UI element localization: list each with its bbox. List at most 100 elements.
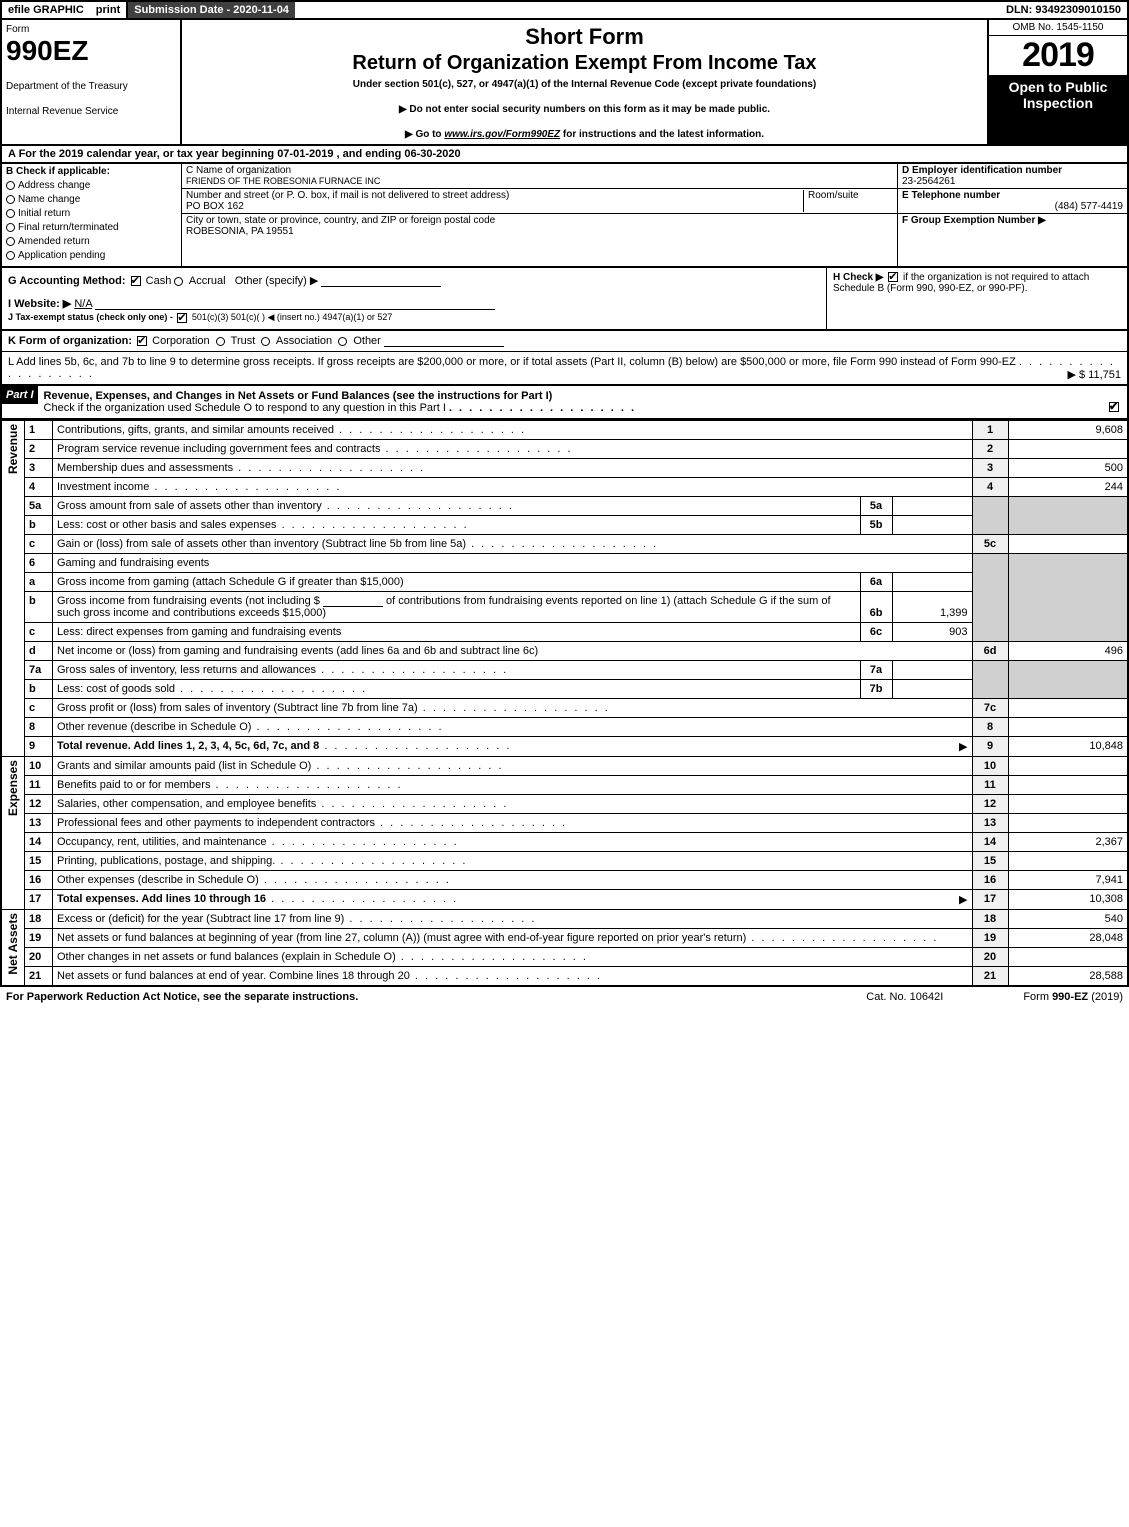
line-7a: 7a Gross sales of inventory, less return… bbox=[1, 661, 1128, 680]
open-public: Open to Public Inspection bbox=[989, 75, 1127, 144]
line-19: 19Net assets or fund balances at beginni… bbox=[1, 929, 1128, 948]
c-street-row: Number and street (or P. O. box, if mail… bbox=[182, 189, 897, 214]
line-8: 8 Other revenue (describe in Schedule O)… bbox=[1, 718, 1128, 737]
line-10: Expenses 10 Grants and similar amounts p… bbox=[1, 757, 1128, 776]
irs-link[interactable]: www.irs.gov/Form990EZ bbox=[444, 129, 560, 140]
org-street: PO BOX 162 bbox=[186, 201, 244, 212]
c-city-row: City or town, state or province, country… bbox=[182, 214, 897, 238]
c-name-row: C Name of organization FRIENDS OF THE RO… bbox=[182, 164, 897, 189]
k-blank bbox=[384, 335, 504, 347]
header-right: OMB No. 1545-1150 2019 Open to Public In… bbox=[987, 20, 1127, 144]
netassets-vlabel: Net Assets bbox=[1, 910, 25, 987]
d-label: D Employer identification number bbox=[902, 165, 1062, 176]
j-opts: 501(c)(3) 501(c)( ) ◀ (insert no.) 4947(… bbox=[192, 312, 393, 322]
form-ref: 990-EZ bbox=[1052, 991, 1088, 1003]
line-6d: d Net income or (loss) from gaming and f… bbox=[1, 642, 1128, 661]
d-row: D Employer identification number 23-2564… bbox=[898, 164, 1127, 189]
line-18: Net Assets 18Excess or (deficit) for the… bbox=[1, 910, 1128, 929]
part1-check-text: Check if the organization used Schedule … bbox=[44, 402, 446, 414]
line-13: 13Professional fees and other payments t… bbox=[1, 814, 1128, 833]
checkbox-501c3[interactable] bbox=[177, 313, 187, 323]
phone-value: (484) 577-4419 bbox=[902, 201, 1123, 212]
line-5c: c Gain or (loss) from sale of assets oth… bbox=[1, 535, 1128, 554]
arrow-icon: ▶ bbox=[959, 740, 967, 753]
f-row: F Group Exemption Number ▶ bbox=[898, 214, 1127, 266]
entity-block: B Check if applicable: Address change Na… bbox=[0, 164, 1129, 268]
line-1: Revenue 1 Contributions, gifts, grants, … bbox=[1, 421, 1128, 440]
circle-icon bbox=[6, 209, 15, 218]
g-label: G Accounting Method: bbox=[8, 275, 126, 287]
dept-irs: Internal Revenue Service bbox=[6, 106, 176, 117]
opt-address-change[interactable]: Address change bbox=[6, 180, 177, 191]
print-button[interactable]: print bbox=[90, 2, 128, 18]
spacer bbox=[295, 2, 1000, 18]
line-7c: c Gross profit or (loss) from sales of i… bbox=[1, 699, 1128, 718]
line-14: 14Occupancy, rent, utilities, and mainte… bbox=[1, 833, 1128, 852]
line-21: 21Net assets or fund balances at end of … bbox=[1, 967, 1128, 987]
circle-accrual[interactable] bbox=[174, 277, 183, 286]
under-section: Under section 501(c), 527, or 4947(a)(1)… bbox=[186, 79, 983, 90]
part1-title-block: Revenue, Expenses, and Changes in Net As… bbox=[38, 386, 1127, 418]
checkbox-cash[interactable] bbox=[131, 276, 141, 286]
paperwork-notice: For Paperwork Reduction Act Notice, see … bbox=[6, 991, 866, 1003]
checkbox-h[interactable] bbox=[888, 272, 898, 282]
opt-application-pending[interactable]: Application pending bbox=[6, 250, 177, 261]
org-name: FRIENDS OF THE ROBESONIA FURNACE INC bbox=[186, 176, 380, 186]
title-short-form: Short Form bbox=[186, 24, 983, 50]
i-row: I Website: ▶ N/A bbox=[8, 297, 820, 310]
part1-badge-wrap: Part I bbox=[2, 386, 38, 418]
h-label: H Check ▶ bbox=[833, 272, 883, 283]
line-12: 12Salaries, other compensation, and empl… bbox=[1, 795, 1128, 814]
e-label: E Telephone number bbox=[902, 190, 1000, 201]
section-def: D Employer identification number 23-2564… bbox=[897, 164, 1127, 266]
circle-trust[interactable] bbox=[216, 337, 225, 346]
efile-label[interactable]: efile GRAPHIC bbox=[2, 2, 90, 18]
form-number: 990EZ bbox=[6, 35, 176, 67]
part1-header-row: Part I Revenue, Expenses, and Changes in… bbox=[0, 386, 1129, 420]
c-street-label: Number and street (or P. O. box, if mail… bbox=[186, 190, 509, 201]
line-16: 16Other expenses (describe in Schedule O… bbox=[1, 871, 1128, 890]
line-11: 11Benefits paid to or for members11 bbox=[1, 776, 1128, 795]
opt-final-return[interactable]: Final return/terminated bbox=[6, 222, 177, 233]
ssn-notice: ▶ Do not enter social security numbers o… bbox=[186, 104, 983, 115]
line-9: 9 Total revenue. Add lines 1, 2, 3, 4, 5… bbox=[1, 737, 1128, 757]
line-17: 17Total expenses. Add lines 10 through 1… bbox=[1, 890, 1128, 910]
circle-other[interactable] bbox=[338, 337, 347, 346]
circle-icon bbox=[6, 181, 15, 190]
other-blank[interactable] bbox=[321, 275, 441, 287]
part1-badge: Part I bbox=[2, 386, 38, 404]
c-name-label: C Name of organization bbox=[186, 165, 291, 176]
circle-icon bbox=[6, 223, 15, 232]
dln: DLN: 93492309010150 bbox=[1000, 2, 1127, 18]
form-word: Form bbox=[6, 24, 176, 35]
title-return: Return of Organization Exempt From Incom… bbox=[186, 52, 983, 75]
checkbox-schedule-o[interactable] bbox=[1109, 402, 1119, 412]
ein-value: 23-2564261 bbox=[902, 176, 955, 187]
lines-table: Revenue 1 Contributions, gifts, grants, … bbox=[0, 420, 1129, 987]
top-bar: efile GRAPHIC print Submission Date - 20… bbox=[0, 0, 1129, 20]
expenses-vlabel: Expenses bbox=[1, 757, 25, 910]
l-text: L Add lines 5b, 6c, and 7b to line 9 to … bbox=[8, 356, 1016, 368]
section-b: B Check if applicable: Address change Na… bbox=[2, 164, 182, 266]
opt-amended-return[interactable]: Amended return bbox=[6, 236, 177, 247]
b-label: B Check if applicable: bbox=[6, 166, 177, 177]
j-label: J Tax-exempt status (check only one) - bbox=[8, 312, 173, 322]
submission-date: Submission Date - 2020-11-04 bbox=[128, 2, 295, 18]
line-6a: a Gross income from gaming (attach Sched… bbox=[1, 573, 1128, 592]
line-20: 20Other changes in net assets or fund ba… bbox=[1, 948, 1128, 967]
circle-assoc[interactable] bbox=[261, 337, 270, 346]
l-amount: ▶ $ 11,751 bbox=[1067, 368, 1121, 381]
line-4: 4 Investment income 4 244 bbox=[1, 478, 1128, 497]
ghij-block: G Accounting Method: Cash Accrual Other … bbox=[0, 268, 1129, 331]
blank-6b bbox=[323, 595, 383, 607]
checkbox-corp[interactable] bbox=[137, 336, 147, 346]
g-row: G Accounting Method: Cash Accrual Other … bbox=[8, 274, 820, 287]
h-right: H Check ▶ if the organization is not req… bbox=[827, 268, 1127, 329]
header-center: Short Form Return of Organization Exempt… bbox=[182, 20, 987, 144]
dept-treasury: Department of the Treasury bbox=[6, 81, 176, 92]
circle-icon bbox=[6, 251, 15, 260]
j-row: J Tax-exempt status (check only one) - 5… bbox=[8, 312, 820, 323]
opt-name-change[interactable]: Name change bbox=[6, 194, 177, 205]
line-5b: b Less: cost or other basis and sales ex… bbox=[1, 516, 1128, 535]
opt-initial-return[interactable]: Initial return bbox=[6, 208, 177, 219]
